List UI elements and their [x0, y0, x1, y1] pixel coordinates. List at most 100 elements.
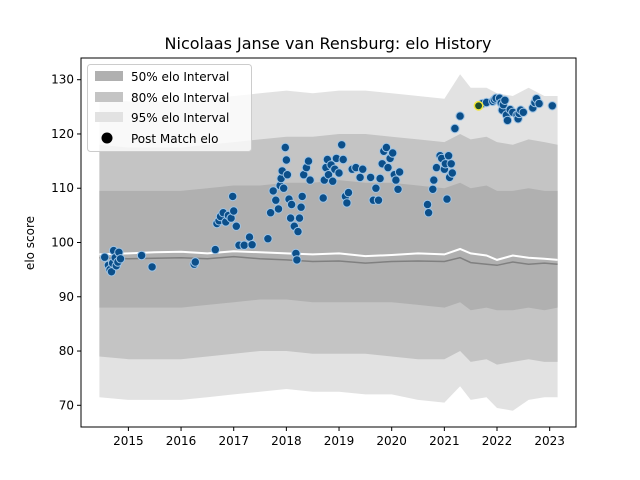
post-match-point	[292, 255, 302, 265]
post-match-point	[280, 142, 290, 153]
post-match-point	[455, 111, 465, 121]
post-match-point	[323, 170, 334, 180]
x-tick-label: 2019	[324, 434, 355, 448]
x-tick-label: 2020	[376, 434, 407, 448]
y-tick-label: 70	[59, 398, 74, 412]
post-match-point	[394, 167, 405, 177]
post-match-point	[375, 173, 385, 184]
post-match-point	[190, 257, 201, 267]
legend-label-50: 50% elo Interval	[131, 70, 229, 84]
post-match-point	[294, 213, 305, 223]
post-match-point	[381, 142, 392, 153]
legend-frame	[87, 64, 252, 152]
post-match-point	[100, 252, 110, 262]
post-match-point	[286, 199, 297, 210]
post-match-point	[239, 240, 249, 250]
post-match-point	[343, 187, 354, 198]
post-match-point	[391, 175, 401, 185]
post-match-point	[328, 176, 338, 186]
chart-title: Nicolaas Janse van Rensburg: elo History	[165, 34, 492, 53]
legend-swatch-80	[95, 92, 123, 102]
post-match-point	[534, 98, 544, 109]
post-match-point	[428, 184, 438, 195]
legend-label-95: 95% elo Interval	[131, 111, 229, 125]
legend-marker-post-match	[101, 132, 113, 144]
y-axis-label: elo score	[23, 216, 37, 270]
post-match-point	[268, 186, 278, 196]
post-match-point	[279, 183, 289, 193]
latest-post-match-point	[473, 100, 484, 111]
x-tick-label: 2022	[482, 434, 513, 448]
post-match-point	[285, 213, 296, 223]
post-match-point	[229, 206, 239, 216]
legend-swatch-95	[95, 112, 123, 122]
post-match-point	[431, 162, 442, 173]
post-match-point	[265, 208, 276, 218]
post-match-point	[297, 191, 307, 202]
post-match-point	[228, 191, 238, 202]
legend-swatch-50	[95, 71, 123, 81]
post-match-point	[282, 170, 293, 180]
post-match-point	[293, 226, 303, 237]
post-match-point	[502, 115, 513, 126]
x-tick-label: 2021	[429, 434, 460, 448]
post-match-point	[281, 155, 292, 165]
legend: 50% elo Interval 80% elo Interval 95% el…	[87, 64, 252, 152]
post-match-point	[500, 95, 510, 106]
x-tick-label: 2017	[218, 434, 249, 448]
post-match-point	[518, 107, 528, 118]
post-match-point	[422, 199, 433, 210]
y-tick-label: 120	[51, 127, 74, 141]
band-50-interval	[99, 180, 558, 311]
legend-label-80: 80% elo Interval	[131, 91, 229, 105]
post-match-point	[547, 101, 557, 111]
post-match-point	[388, 148, 398, 158]
post-match-point	[263, 234, 273, 244]
x-tick-label: 2023	[534, 434, 565, 448]
post-match-point	[303, 156, 314, 166]
y-axis: 70 80 90 100 110 120 130	[51, 73, 81, 412]
x-tick-label: 2018	[271, 434, 302, 448]
x-axis: 2015 2016 2017 2018 2019 2020 2021 2022 2023	[113, 427, 565, 448]
y-tick-label: 130	[51, 73, 74, 87]
x-tick-label: 2015	[113, 434, 144, 448]
legend-label-post-match: Post Match elo	[131, 132, 218, 146]
post-match-point	[358, 164, 368, 174]
post-match-point	[147, 262, 157, 272]
post-match-point	[337, 140, 347, 150]
post-match-point	[442, 194, 452, 204]
y-tick-label: 110	[51, 181, 74, 195]
post-match-point	[273, 204, 284, 214]
post-match-point	[334, 168, 344, 178]
post-match-points	[100, 93, 557, 277]
post-match-point	[231, 221, 242, 231]
post-match-point	[305, 175, 315, 185]
post-match-point	[115, 254, 126, 264]
post-match-point	[271, 195, 281, 205]
post-match-point	[373, 195, 384, 205]
y-tick-label: 90	[59, 290, 74, 304]
post-match-point	[365, 172, 376, 183]
post-match-point	[383, 162, 393, 173]
post-match-point	[355, 172, 365, 183]
post-match-point	[338, 154, 348, 165]
post-match-point	[210, 244, 221, 255]
post-match-point	[247, 240, 257, 250]
x-tick-label: 2016	[166, 434, 197, 448]
mean-elo-line	[99, 247, 558, 261]
post-match-point	[446, 159, 456, 169]
post-match-point	[429, 175, 439, 185]
post-match-point	[296, 202, 306, 212]
post-match-point	[443, 151, 454, 161]
post-match-point	[371, 183, 381, 193]
post-match-point	[318, 193, 328, 203]
y-tick-label: 100	[51, 236, 74, 250]
post-match-point	[393, 184, 403, 195]
post-match-point	[136, 250, 147, 261]
post-match-point	[342, 198, 352, 208]
post-match-point	[447, 168, 457, 178]
post-match-point	[450, 123, 460, 134]
y-tick-label: 80	[59, 344, 74, 358]
post-match-point	[423, 208, 434, 218]
